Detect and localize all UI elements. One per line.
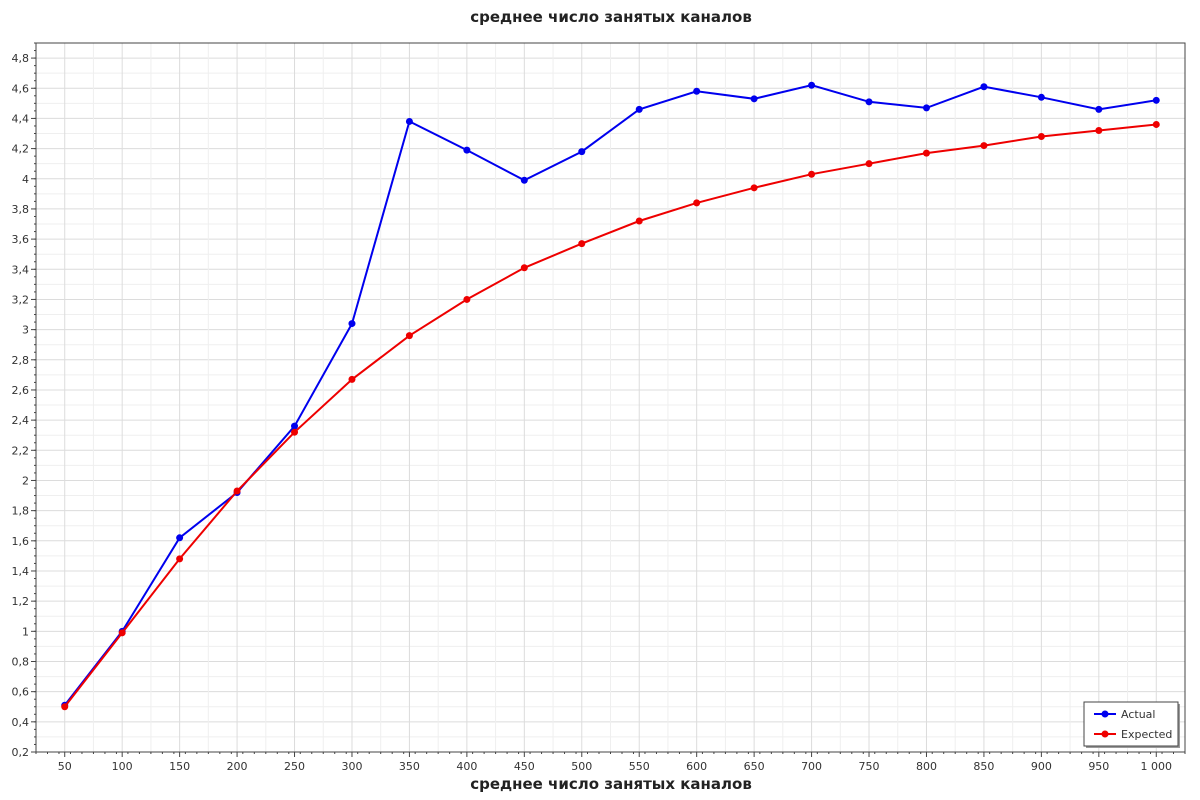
x-tick-label: 650 <box>744 760 765 773</box>
x-tick-label: 850 <box>973 760 994 773</box>
x-tick-label: 950 <box>1088 760 1109 773</box>
x-tick-label: 450 <box>514 760 535 773</box>
data-point-expected <box>1095 126 1103 134</box>
y-tick-label: 4,8 <box>12 52 30 65</box>
x-tick-label: 100 <box>112 760 133 773</box>
y-tick-label: 2,8 <box>12 354 30 367</box>
legend-label: Expected <box>1121 728 1172 741</box>
data-point-expected <box>176 555 184 563</box>
x-axis-label: среднее число занятых каналов <box>470 775 752 793</box>
y-tick-label: 4,6 <box>12 82 30 95</box>
x-tick-label: 750 <box>859 760 880 773</box>
x-tick-label: 550 <box>629 760 650 773</box>
data-point-actual <box>176 534 184 542</box>
y-tick-label: 2 <box>22 474 29 487</box>
legend-label: Actual <box>1121 708 1155 721</box>
data-point-actual <box>922 104 930 112</box>
data-point-actual <box>348 320 356 328</box>
y-tick-label: 2,4 <box>12 414 30 427</box>
data-point-actual <box>980 83 988 91</box>
y-tick-label: 3 <box>22 324 29 337</box>
y-tick-label: 4,2 <box>12 143 30 156</box>
data-point-expected <box>980 142 988 150</box>
data-point-actual <box>750 95 758 103</box>
data-point-actual <box>1152 96 1160 104</box>
x-tick-label: 900 <box>1031 760 1052 773</box>
series-line-expected <box>63 123 1157 708</box>
data-point-expected <box>61 703 69 711</box>
y-tick-label: 3,4 <box>12 263 30 276</box>
data-point-expected <box>693 199 701 207</box>
y-tick-label: 1,6 <box>12 535 30 548</box>
x-tick-label: 350 <box>399 760 420 773</box>
x-tick-label: 250 <box>284 760 305 773</box>
legend-box <box>1083 701 1179 747</box>
data-point-expected <box>1037 133 1045 141</box>
x-tick-label: 700 <box>801 760 822 773</box>
data-point-expected <box>233 487 241 495</box>
y-tick-label: 1,4 <box>12 565 30 578</box>
x-tick-label: 1 000 <box>1141 760 1173 773</box>
x-tick-label: 50 <box>58 760 72 773</box>
data-point-expected <box>405 332 413 340</box>
data-point-actual <box>693 87 701 95</box>
x-tick-label: 300 <box>341 760 362 773</box>
y-tick-label: 4,4 <box>12 112 30 125</box>
data-point-actual <box>463 146 471 154</box>
data-point-expected <box>291 428 299 436</box>
data-point-actual <box>1095 105 1103 113</box>
y-tick-label: 3,8 <box>12 203 30 216</box>
data-point-actual <box>808 81 816 89</box>
data-point-actual <box>635 105 643 113</box>
data-point-expected <box>865 160 873 168</box>
y-tick-label: 3,2 <box>12 293 30 306</box>
data-point-expected <box>1152 120 1160 128</box>
data-point-actual <box>578 148 586 156</box>
y-tick-label: 2,6 <box>12 384 30 397</box>
x-tick-label: 200 <box>227 760 248 773</box>
data-point-expected <box>922 149 930 157</box>
legend-swatch-marker <box>1101 710 1109 718</box>
data-point-actual <box>865 98 873 106</box>
y-tick-label: 2,2 <box>12 444 30 457</box>
data-point-expected <box>463 295 471 303</box>
data-point-actual <box>1037 93 1045 101</box>
x-tick-label: 150 <box>169 760 190 773</box>
y-tick-label: 0,2 <box>12 746 30 759</box>
data-point-expected <box>578 240 586 248</box>
data-point-actual <box>405 117 413 125</box>
data-point-expected <box>520 264 528 272</box>
x-tick-label: 500 <box>571 760 592 773</box>
data-point-actual <box>291 422 299 430</box>
data-point-expected <box>750 184 758 192</box>
y-tick-label: 1 <box>22 625 29 638</box>
y-tick-label: 3,6 <box>12 233 30 246</box>
x-tick-label: 600 <box>686 760 707 773</box>
y-tick-label: 1,2 <box>12 595 30 608</box>
y-tick-label: 0,4 <box>12 716 30 729</box>
data-point-expected <box>118 629 126 637</box>
x-tick-label: 400 <box>456 760 477 773</box>
y-tick-label: 1,8 <box>12 505 30 518</box>
legend-swatch-marker <box>1101 730 1109 738</box>
y-tick-label: 0,8 <box>12 655 30 668</box>
y-tick-label: 0,6 <box>12 686 30 699</box>
data-point-expected <box>635 217 643 225</box>
x-tick-label: 800 <box>916 760 937 773</box>
data-point-expected <box>808 170 816 178</box>
chart-title: среднее число занятых каналов <box>470 8 752 26</box>
data-point-expected <box>348 375 356 383</box>
y-tick-label: 4 <box>22 173 29 186</box>
data-point-actual <box>520 176 528 184</box>
